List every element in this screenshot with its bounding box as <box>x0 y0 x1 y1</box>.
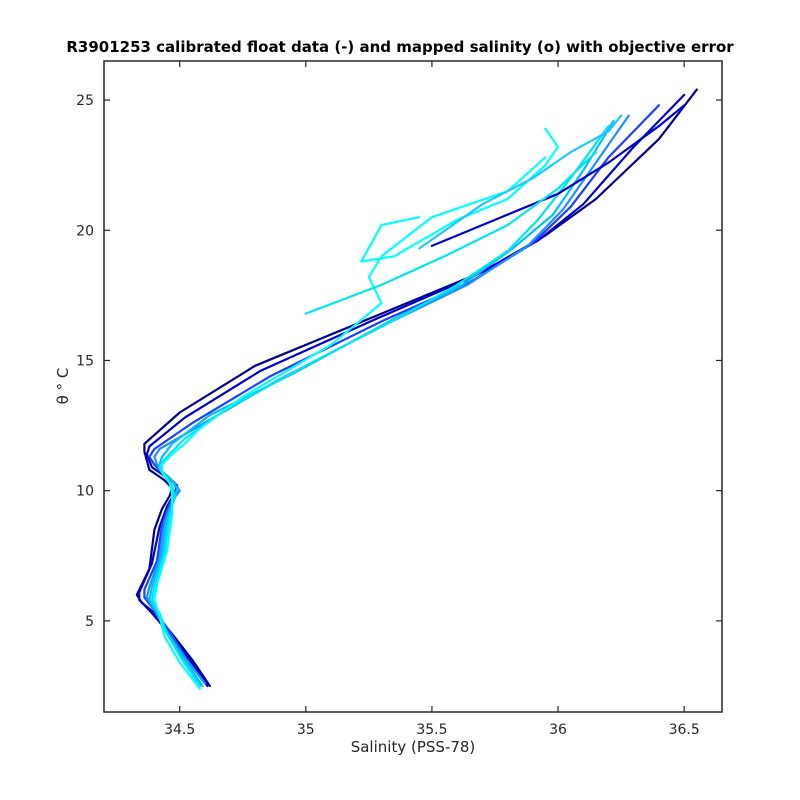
y-tick-label: 15 <box>76 353 94 369</box>
profile-line-10 <box>430 104 686 247</box>
x-axis-label: Salinity (PSS-78) <box>351 738 476 756</box>
y-axis-ticks: 5 10 15 20 25 <box>76 93 722 630</box>
plot-lines <box>135 88 698 690</box>
profile-line-1 <box>135 88 698 688</box>
x-tick-label: 35.5 <box>416 722 447 738</box>
x-tick-label: 34.5 <box>164 722 195 738</box>
x-axis-ticks: 34.5 35 35.5 36 36.5 <box>164 61 700 738</box>
y-axis-label: θ ° C <box>54 368 72 405</box>
profile-line-11 <box>304 151 598 315</box>
profile-line-6 <box>150 124 610 688</box>
chart-title: R3901253 calibrated float data (-) and m… <box>66 38 734 56</box>
x-tick-label: 35 <box>297 722 315 738</box>
y-tick-label: 5 <box>85 614 94 630</box>
y-tick-label: 25 <box>76 93 94 109</box>
profile-line-7 <box>153 156 547 690</box>
profile-line-5 <box>148 119 615 688</box>
x-tick-label: 36.5 <box>669 722 700 738</box>
profile-line-9 <box>418 114 623 250</box>
profile-line-8 <box>360 127 560 263</box>
plot-frame <box>103 60 723 713</box>
y-tick-label: 20 <box>76 223 94 239</box>
y-tick-label: 10 <box>76 484 94 500</box>
profile-line-4 <box>145 114 630 685</box>
x-tick-label: 36 <box>549 722 567 738</box>
profile-line-2 <box>138 93 686 688</box>
